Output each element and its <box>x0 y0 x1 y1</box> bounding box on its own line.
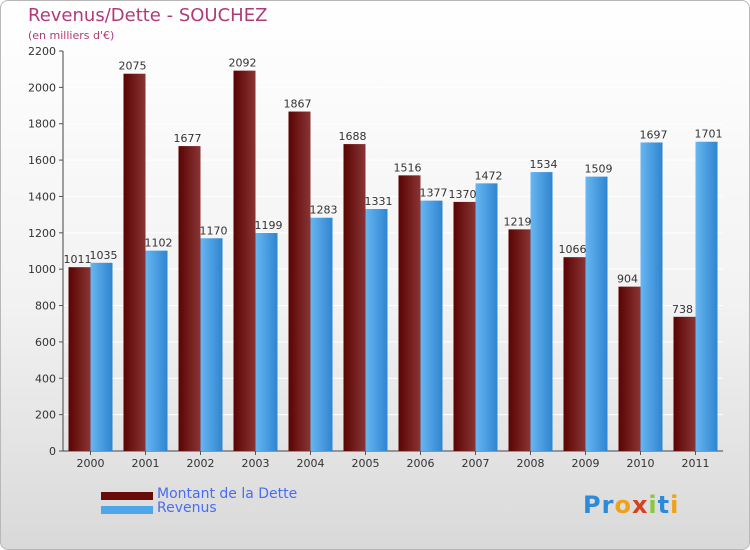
data-label-revenus: 1035 <box>90 249 118 262</box>
bar-debt <box>453 201 476 451</box>
bar-debt <box>233 70 256 452</box>
x-tick-label: 2005 <box>352 457 380 470</box>
x-tick-label: 2000 <box>77 457 105 470</box>
data-label-debt: 1867 <box>284 98 312 111</box>
data-label-debt: 1516 <box>394 161 422 174</box>
bar-revenus <box>90 262 113 451</box>
y-tick-label: 800 <box>35 300 56 313</box>
logo-letter: o <box>614 491 632 519</box>
bar-revenus <box>310 217 333 451</box>
y-tick-label: 2200 <box>28 45 56 58</box>
data-label-debt: 1011 <box>64 253 92 266</box>
data-label-revenus: 1534 <box>530 158 558 171</box>
y-tick-label: 1400 <box>28 190 56 203</box>
data-label-debt: 2075 <box>119 60 147 73</box>
legend-swatch-revenus <box>101 506 153 514</box>
bar-revenus <box>420 200 443 451</box>
data-label-debt: 1688 <box>339 130 367 143</box>
bar-debt <box>343 144 366 451</box>
bar-debt <box>398 175 421 451</box>
logo-letter: t <box>657 491 671 519</box>
chart-subtitle: (en milliers d'€) <box>28 29 115 42</box>
legend-label-debt: Montant de la Dette <box>157 486 298 502</box>
data-label-revenus: 1199 <box>255 219 283 232</box>
bar-revenus <box>695 141 718 451</box>
bar-revenus <box>530 172 553 451</box>
x-tick-label: 2003 <box>242 457 270 470</box>
bar-debt <box>508 229 531 451</box>
bar-revenus <box>475 183 498 451</box>
data-label-debt: 1370 <box>449 188 477 201</box>
y-tick-label: 1600 <box>28 154 56 167</box>
data-label-revenus: 1283 <box>310 204 338 217</box>
data-label-revenus: 1509 <box>585 163 613 176</box>
bar-debt <box>563 257 586 451</box>
bar-revenus <box>145 250 168 451</box>
logo-letter: x <box>631 491 649 519</box>
data-label-revenus: 1472 <box>475 169 503 182</box>
y-tick-label: 1200 <box>28 227 56 240</box>
legend-swatch-debt <box>101 492 153 500</box>
logo-letter: r <box>601 491 615 519</box>
y-tick-label: 1000 <box>28 263 56 276</box>
y-tick-label: 2000 <box>28 81 56 94</box>
x-tick-label: 2009 <box>572 457 600 470</box>
logo-letter: P <box>583 491 602 519</box>
logo-letter: i <box>670 491 680 519</box>
data-label-debt: 2092 <box>229 57 257 70</box>
data-label-debt: 1066 <box>559 243 587 256</box>
y-tick-label: 0 <box>49 445 56 458</box>
x-tick-label: 2011 <box>682 457 710 470</box>
proxiti-logo: Proxiti <box>583 491 679 519</box>
bar-revenus <box>640 142 663 452</box>
x-tick-label: 2002 <box>187 457 215 470</box>
data-label-revenus: 1170 <box>200 224 228 237</box>
y-tick-label: 400 <box>35 372 56 385</box>
bar-debt <box>68 267 91 451</box>
x-tick-label: 2010 <box>627 457 655 470</box>
x-tick-label: 2006 <box>407 457 435 470</box>
x-tick-label: 2004 <box>297 457 325 470</box>
data-label-revenus: 1331 <box>365 195 393 208</box>
x-tick-label: 2008 <box>517 457 545 470</box>
data-label-debt: 904 <box>617 273 638 286</box>
data-label-revenus: 1377 <box>420 187 448 200</box>
bar-revenus <box>365 209 388 451</box>
y-tick-label: 200 <box>35 409 56 422</box>
data-label-debt: 1677 <box>174 132 202 145</box>
bar-revenus <box>585 176 608 452</box>
bar-revenus <box>200 238 223 451</box>
bar-debt <box>178 146 201 451</box>
data-label-debt: 738 <box>672 303 693 316</box>
data-label-revenus: 1701 <box>695 128 723 141</box>
logo-letter: i <box>648 491 658 519</box>
chart-title: Revenus/Dette - SOUCHEZ <box>28 5 268 26</box>
bar-debt <box>288 111 311 451</box>
data-label-debt: 1219 <box>504 215 532 228</box>
legend-label-revenus: Revenus <box>157 500 217 516</box>
x-tick-label: 2007 <box>462 457 490 470</box>
bar-debt <box>618 286 641 451</box>
bar-debt <box>673 316 696 451</box>
y-tick-label: 600 <box>35 336 56 349</box>
y-tick-label: 1800 <box>28 118 56 131</box>
data-label-revenus: 1102 <box>145 237 173 250</box>
x-tick-label: 2001 <box>132 457 160 470</box>
data-label-revenus: 1697 <box>640 128 668 141</box>
bar-revenus <box>255 233 278 451</box>
bar-debt <box>123 73 146 452</box>
